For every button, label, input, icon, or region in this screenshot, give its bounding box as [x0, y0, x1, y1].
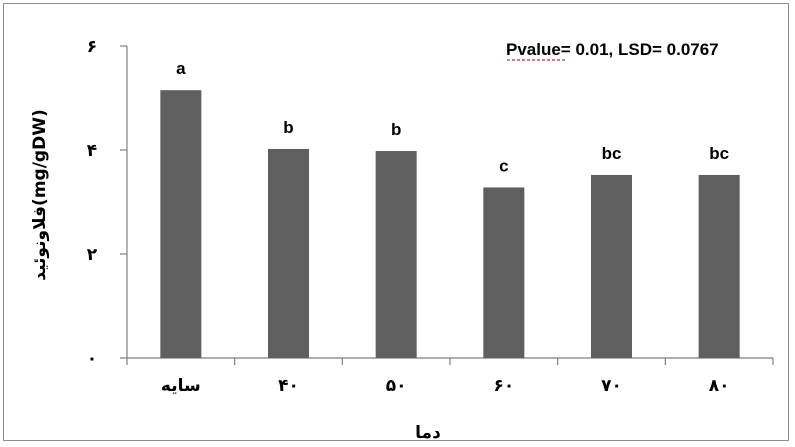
bar	[483, 187, 525, 358]
x-tick-label: ۷۰	[601, 376, 622, 396]
bar-data-label: bc	[602, 144, 622, 163]
y-tick-label: ۰	[87, 349, 97, 369]
axes	[126, 46, 773, 359]
y-axis-title: فلاونوئید(mg/gDW)	[30, 109, 50, 280]
bar	[160, 90, 202, 358]
x-tick-label: ۴۰	[278, 376, 299, 396]
bars	[160, 90, 740, 358]
bar	[375, 151, 417, 358]
x-axis-title: دما	[415, 423, 441, 443]
x-tick-label: ۶۰	[493, 376, 514, 396]
y-ticks: ۰ ۲ ۴ ۶	[87, 37, 127, 369]
x-tick-label: سایه	[161, 376, 201, 396]
significance-annotation: Pvalue= 0.01, LSD= 0.0767	[506, 40, 719, 59]
bar	[591, 174, 632, 358]
y-tick-label: ۴	[87, 141, 97, 161]
x-ticks: سایه ۴۰ ۵۰ ۶۰ ۷۰ ۸۰	[126, 358, 774, 396]
bar-data-label: a	[176, 59, 186, 78]
bar-data-label: c	[499, 156, 508, 175]
bar-data-label: bc	[709, 144, 729, 163]
y-tick-label: ۶	[87, 37, 97, 57]
bar	[268, 148, 309, 358]
bar-data-label: b	[283, 118, 293, 137]
x-tick-label: ۵۰	[386, 376, 407, 396]
x-tick-label: ۸۰	[709, 376, 730, 396]
bar-data-label: b	[391, 120, 401, 139]
y-tick-label: ۲	[87, 245, 98, 265]
bar	[698, 174, 740, 358]
